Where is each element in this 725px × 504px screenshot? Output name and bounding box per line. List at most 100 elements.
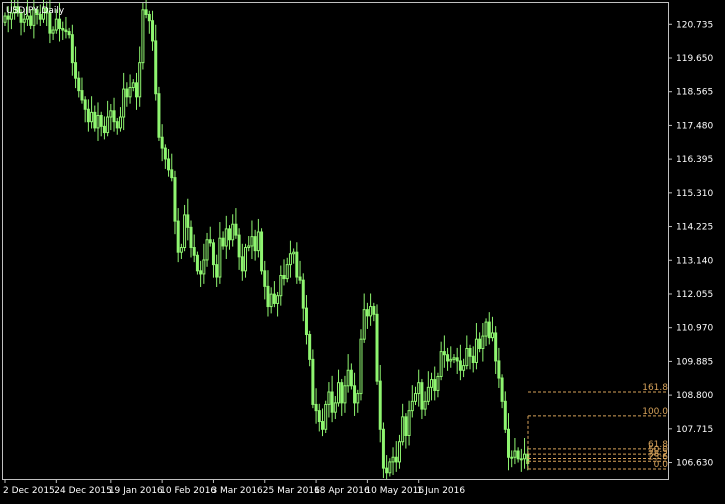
candle	[106, 100, 110, 137]
candle-body	[452, 357, 456, 360]
candle	[183, 204, 187, 252]
candle	[202, 243, 206, 284]
candle	[61, 21, 65, 40]
candle	[506, 413, 510, 471]
candle-body	[494, 332, 498, 362]
candle-body	[506, 428, 510, 458]
candle-body	[465, 348, 469, 367]
candle	[288, 240, 292, 278]
candle	[260, 228, 264, 275]
candle	[189, 220, 193, 258]
candle	[474, 323, 478, 370]
candle-body	[54, 18, 58, 31]
candle	[109, 103, 113, 131]
candle	[442, 335, 446, 368]
candle-body	[247, 245, 251, 249]
candle	[462, 358, 466, 378]
candles	[3, 0, 530, 480]
candle-body	[292, 251, 296, 255]
candle	[471, 346, 475, 373]
price-tick-label: 117.480	[676, 121, 713, 131]
price-tick-label: 106.630	[676, 459, 713, 469]
candle	[324, 400, 328, 434]
candle	[516, 447, 520, 463]
candle	[446, 347, 450, 371]
candle	[244, 243, 248, 278]
candle	[314, 388, 318, 424]
candle-body	[481, 335, 485, 350]
candle-body	[99, 114, 103, 127]
candle	[308, 330, 312, 367]
candle	[266, 270, 270, 317]
candle-body	[250, 236, 254, 247]
candle	[167, 149, 171, 177]
candle-body	[378, 380, 382, 430]
candle-body	[346, 369, 350, 387]
candle-body	[404, 416, 408, 437]
candle-body	[128, 87, 132, 98]
candle	[45, 1, 49, 26]
candle-body	[401, 416, 405, 443]
candle	[247, 236, 251, 252]
candle	[141, 3, 145, 70]
candle-body	[490, 332, 494, 339]
fibo-level-label: 61.8	[648, 440, 668, 450]
candle	[154, 24, 158, 101]
candle-body	[375, 313, 379, 382]
candle-body	[141, 9, 145, 64]
candle	[458, 344, 462, 381]
candle-body	[295, 251, 299, 278]
candle-body	[35, 9, 39, 15]
price-tick-label: 109.885	[676, 357, 713, 367]
candle-body	[13, 6, 17, 14]
candle	[16, 0, 20, 17]
candle	[77, 71, 81, 98]
candle-body	[45, 7, 49, 14]
candle-body	[125, 88, 129, 98]
candle	[205, 232, 209, 267]
candle	[510, 450, 514, 468]
candle-body	[16, 6, 20, 14]
candle-body	[298, 276, 302, 281]
candle	[391, 447, 395, 475]
candle	[237, 228, 241, 270]
candle-body	[449, 358, 453, 362]
candle	[337, 369, 341, 407]
candle-body	[115, 121, 119, 129]
candle-body	[272, 293, 276, 304]
candle-body	[25, 15, 29, 20]
candle	[115, 117, 119, 135]
time-tick-label: 10 May 2016	[365, 486, 424, 496]
candle-body	[263, 270, 267, 287]
candle	[404, 413, 408, 449]
candle	[298, 260, 302, 284]
candle-body	[67, 31, 71, 36]
candle	[35, 6, 39, 25]
price-tick-label: 118.565	[676, 88, 713, 98]
candle	[112, 97, 116, 132]
candle-body	[439, 351, 443, 377]
candle-body	[256, 231, 260, 252]
fibo-level-label: 38.2	[648, 449, 668, 459]
candle-body	[186, 214, 190, 228]
candle	[394, 441, 398, 472]
candle	[211, 239, 215, 278]
candle-body	[388, 461, 392, 474]
candle	[58, 3, 62, 42]
candle	[125, 82, 129, 107]
candle-body	[471, 355, 475, 363]
candle-body	[381, 428, 385, 469]
time-tick-label: 10 Feb 2016	[160, 486, 216, 496]
candle	[372, 302, 376, 322]
price-tick-label: 120.735	[676, 20, 713, 30]
candle	[80, 77, 84, 104]
candle-body	[343, 385, 347, 404]
candle	[48, 0, 52, 44]
candle	[468, 344, 472, 370]
candle-body	[324, 403, 328, 430]
candle-body	[430, 379, 434, 388]
candle	[29, 9, 33, 30]
candle	[93, 105, 97, 132]
